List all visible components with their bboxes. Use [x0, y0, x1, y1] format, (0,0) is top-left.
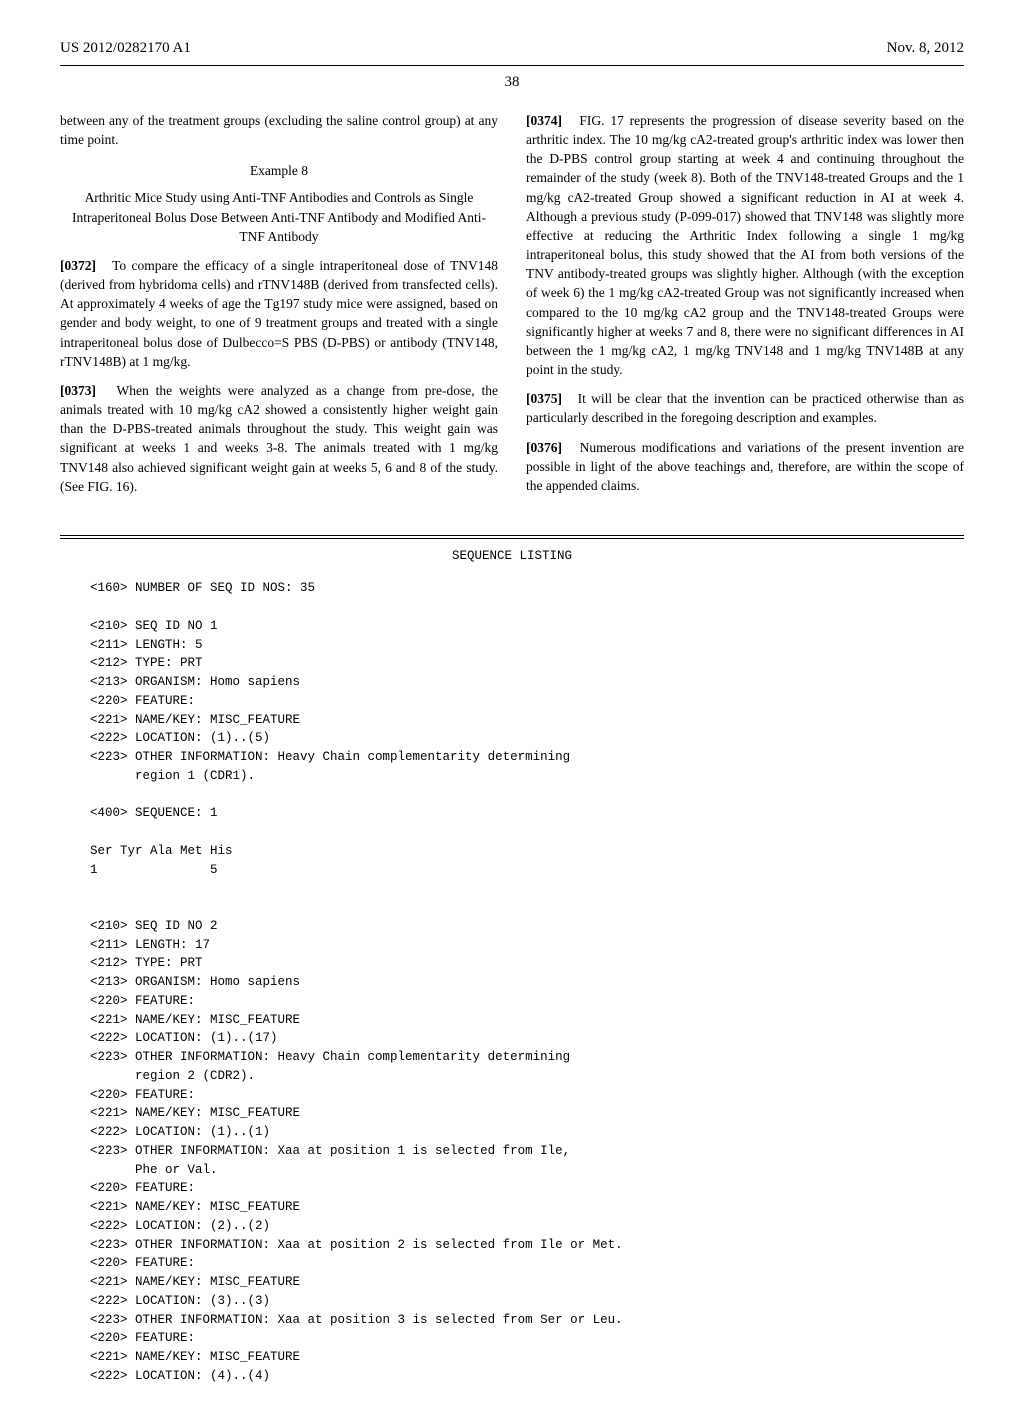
sequence-listing-body: <160> NUMBER OF SEQ ID NOS: 35 <210> SEQ… [90, 579, 964, 1385]
para-text-0374: FIG. 17 represents the progression of di… [526, 113, 964, 377]
para-num-0373: [0373] [60, 383, 96, 398]
para-num-0376: [0376] [526, 440, 562, 455]
para-num-0375: [0375] [526, 391, 562, 406]
paragraph-0372: [0372] To compare the efficacy of a sing… [60, 256, 498, 371]
para-num-0374: [0374] [526, 113, 562, 128]
page-number: 38 [60, 74, 964, 91]
body-columns: between any of the treatment groups (exc… [60, 111, 964, 505]
paragraph-cont: between any of the treatment groups (exc… [60, 111, 498, 149]
para-text-0376: Numerous modifications and variations of… [526, 440, 964, 493]
paragraph-0376: [0376] Numerous modifications and variat… [526, 438, 964, 495]
para-num-0372: [0372] [60, 258, 96, 273]
example-title: Arthritic Mice Study using Anti-TNF Anti… [60, 188, 498, 245]
para-text-0375: It will be clear that the invention can … [526, 391, 964, 425]
paragraph-0374: [0374] FIG. 17 represents the progressio… [526, 111, 964, 379]
publication-number: US 2012/0282170 A1 [60, 40, 191, 57]
paragraph-0373: [0373] When the weights were analyzed as… [60, 381, 498, 496]
sequence-divider [60, 535, 964, 539]
para-text-0373: When the weights were analyzed as a chan… [60, 383, 498, 494]
paragraph-0375: [0375] It will be clear that the inventi… [526, 389, 964, 427]
para-text-0372: To compare the efficacy of a single intr… [60, 258, 498, 369]
example-number: Example 8 [60, 161, 498, 180]
publication-date: Nov. 8, 2012 [887, 40, 964, 57]
page-header: US 2012/0282170 A1 Nov. 8, 2012 [60, 40, 964, 66]
sequence-listing-title: SEQUENCE LISTING [60, 549, 964, 563]
